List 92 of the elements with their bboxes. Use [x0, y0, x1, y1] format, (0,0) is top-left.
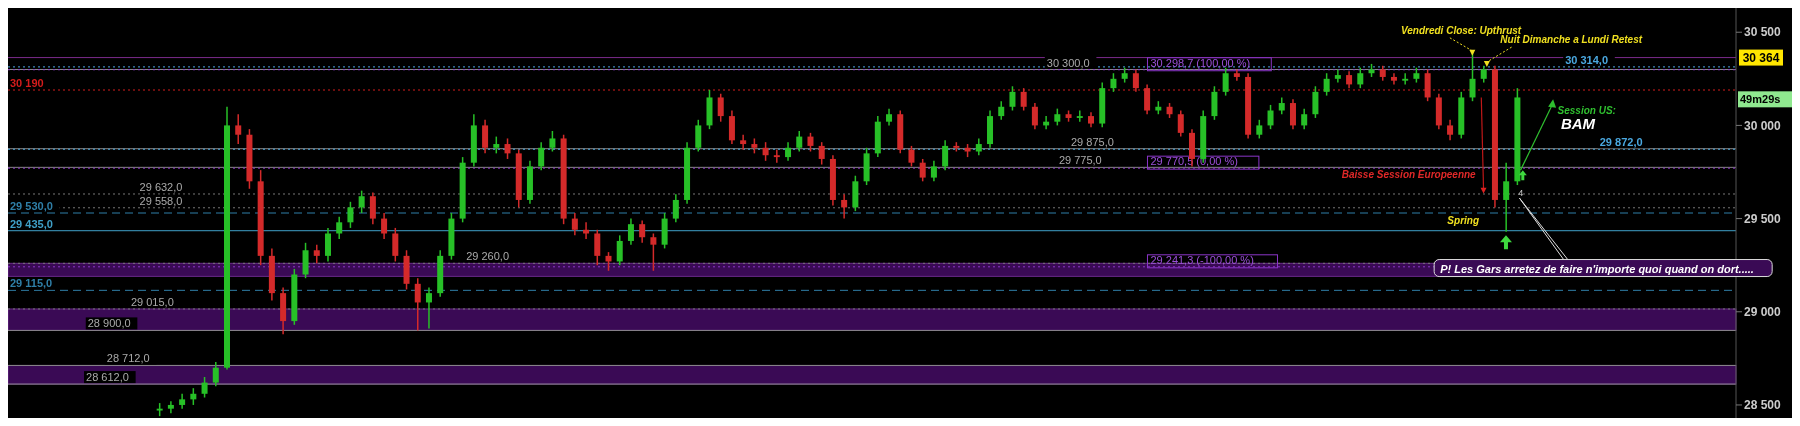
ref-line-label: 29 015,0 [130, 295, 174, 308]
y-tick-label: 29 500 [1744, 211, 1782, 226]
ref-line-label: 30 364 [1742, 50, 1780, 65]
candlestick [695, 119, 702, 153]
candlestick [347, 201, 354, 229]
candlestick [1009, 85, 1016, 112]
candlestick [818, 141, 825, 166]
candlestick [650, 232, 657, 272]
candlestick [1357, 66, 1364, 89]
candlestick [942, 139, 949, 171]
ref-line-label: 29 115,0 [10, 277, 53, 290]
ref-line-label: 28 612,0 [86, 371, 129, 384]
candlestick [1110, 72, 1117, 93]
ref-line-label: 29 241,3 (-100,00 %) [1150, 253, 1254, 266]
candlestick [212, 361, 219, 388]
ref-line-label: 29 775,0 [1058, 154, 1102, 167]
candlestick [324, 227, 331, 263]
candlestick [594, 229, 601, 266]
ref-line-label: 30 314,0 [1565, 53, 1609, 66]
candlestick [392, 227, 399, 263]
candlestick [1020, 87, 1027, 112]
annotation: 4 [1518, 188, 1524, 199]
candlestick [930, 160, 937, 183]
candlestick [796, 130, 803, 153]
candlestick [1256, 119, 1263, 140]
candlestick [425, 286, 432, 330]
candlestick [1289, 98, 1296, 130]
candlestick [1503, 161, 1510, 233]
candlestick [1177, 109, 1184, 138]
candlestick [908, 145, 915, 168]
candlestick [1132, 68, 1139, 93]
annotation: Baisse Session Europeenne [1341, 168, 1477, 180]
candlestick [1267, 104, 1274, 130]
candlestick [919, 158, 926, 183]
candlestick [482, 119, 489, 155]
annotation: Nuit Dimanche a Lundi Retest [1500, 34, 1643, 46]
ref-line-label: 29 872,0 [1599, 136, 1643, 149]
candlestick [672, 193, 679, 224]
candlestick [313, 243, 320, 265]
candlestick [998, 100, 1005, 121]
y-tick-label: 30 000 [1744, 118, 1782, 133]
candlestick [504, 137, 511, 160]
ref-line-label: 29 558,0 [139, 194, 183, 207]
candlestick [1031, 102, 1038, 130]
candlestick [369, 191, 376, 225]
ref-line-label: 28 712,0 [106, 352, 150, 365]
annotation: Session US: [1557, 105, 1616, 117]
ref-line-label: 28 900,0 [87, 317, 131, 330]
ref-line-label: 29 530,0 [10, 200, 53, 212]
candlestick [639, 219, 646, 244]
candlestick [1312, 85, 1319, 119]
y-tick-label: 30 500 [1744, 25, 1782, 40]
candlestick [1144, 83, 1151, 115]
candlestick [1076, 109, 1083, 123]
y-tick-label: 29 000 [1744, 305, 1782, 320]
candlestick [740, 133, 747, 151]
ref-line-label: 29 260,0 [466, 250, 510, 263]
candlestick [1301, 107, 1308, 130]
candlestick [841, 193, 848, 220]
ref-line-label: 29 632,0 [139, 180, 183, 193]
ref-line-label: 29 875,0 [1070, 135, 1114, 148]
text: 49m29s [1740, 93, 1781, 106]
annotation: Vendredi Close: Upthrust [1400, 25, 1522, 37]
candlestick [1447, 119, 1454, 142]
candlestick [627, 217, 634, 246]
ref-line-label: 30 298,7 (100,00 %) [1150, 56, 1251, 69]
candlestick [773, 148, 780, 164]
candlestick [1334, 68, 1341, 84]
candlestick [1402, 72, 1409, 86]
candlestick [717, 92, 724, 123]
candlestick [414, 277, 421, 332]
candlestick [336, 215, 343, 240]
ref-line-label: 30 300,0 [1046, 56, 1090, 69]
candlestick [807, 132, 814, 153]
candlestick [1323, 72, 1330, 97]
candlestick [549, 130, 556, 153]
candlestick [235, 113, 242, 145]
candlestick [201, 376, 208, 399]
candlestick [571, 212, 578, 237]
annotation: Spring [1447, 215, 1480, 227]
candlestick [358, 189, 365, 214]
ref-line-label: 29 435,0 [10, 217, 53, 230]
candlestick [762, 141, 769, 162]
y-tick-label: 28 500 [1744, 398, 1782, 413]
candlestick [538, 141, 545, 171]
candlestick [381, 212, 388, 240]
annotation: BAM [1560, 115, 1596, 133]
ref-line-label: 30 190 [10, 77, 44, 89]
candlestick [616, 234, 623, 266]
annotation: P! Les Gars arretez de faire n'importe quoi quand on dort..... [1440, 262, 1754, 275]
candlestick [785, 141, 792, 162]
candlestick [583, 221, 590, 240]
